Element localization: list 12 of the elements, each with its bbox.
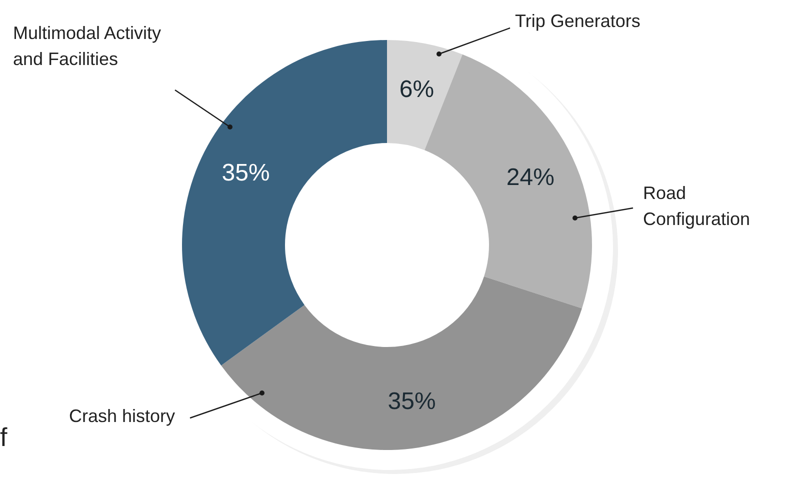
- slice-label: Road Configuration: [643, 183, 750, 229]
- slice-label: Multimodal Activity and Facilities: [13, 23, 162, 69]
- data-label: 6%: [399, 76, 434, 103]
- donut-slice: [182, 40, 387, 366]
- slice-label: Crash history: [68, 406, 175, 426]
- data-label: 24%: [506, 164, 554, 192]
- donut-slice: [387, 40, 462, 150]
- text: f: [0, 422, 8, 452]
- data-label: 35%: [222, 160, 270, 187]
- donut-slice: [221, 276, 582, 450]
- data-label: 35%: [388, 388, 436, 416]
- slice-label: Trip Generators: [515, 11, 640, 31]
